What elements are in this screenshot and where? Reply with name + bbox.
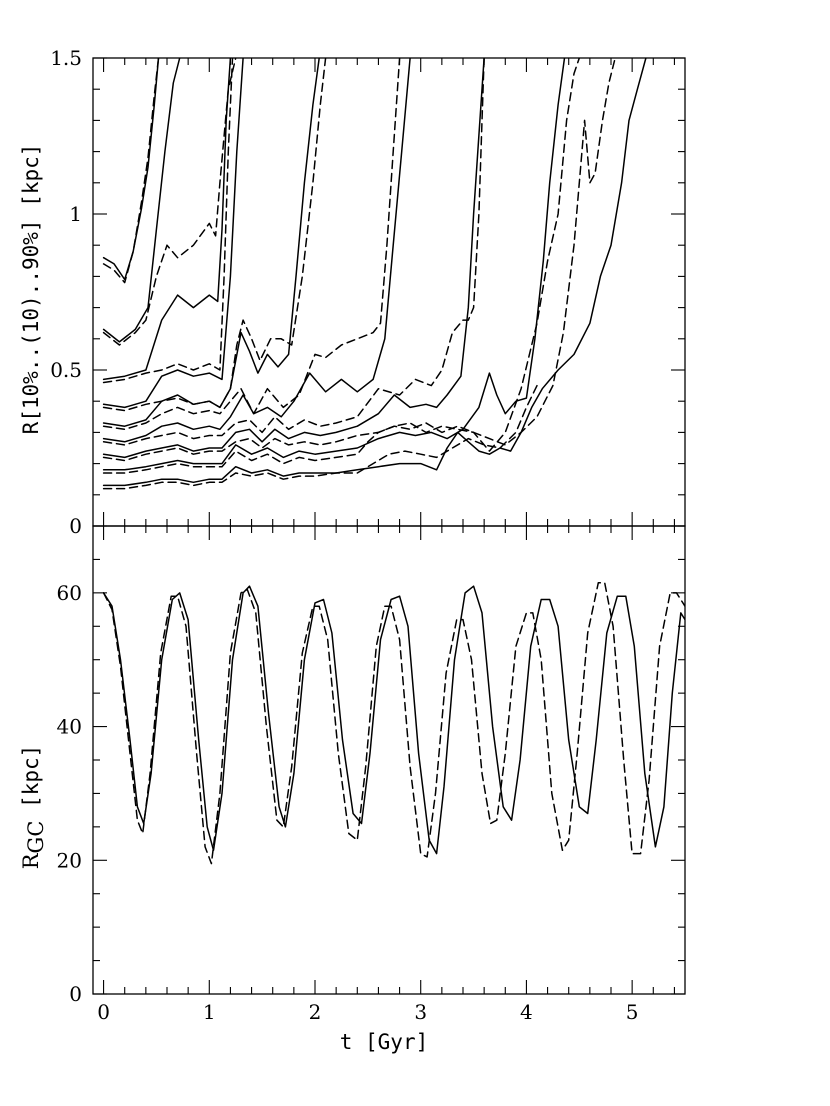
series-group-bottom — [102, 582, 685, 865]
y-tick-label-top: 1 — [69, 202, 82, 226]
solid-series-line-top — [102, 58, 566, 471]
x-tick-label: 5 — [626, 1000, 639, 1024]
series-group-top — [102, 58, 647, 490]
dashed-series-line-bottom — [102, 582, 685, 865]
solid-series-line-top — [102, 58, 181, 343]
y-tick-label-bottom: 20 — [57, 848, 82, 872]
y-tick-label-bottom: 60 — [57, 581, 82, 605]
x-tick-label: 3 — [414, 1000, 427, 1024]
dashed-series-line-top — [102, 58, 160, 284]
y-ticks-bottom — [93, 525, 685, 995]
solid-series-line-top — [102, 58, 647, 487]
solid-series-line-top — [102, 58, 411, 443]
solid-series-line-top — [102, 58, 485, 459]
dashed-series-line-top — [102, 58, 581, 462]
x-tick-label: 0 — [97, 1000, 110, 1024]
y-tick-label-bottom: 40 — [57, 715, 82, 739]
y-tick-label-bottom: 0 — [69, 982, 82, 1006]
y-tick-label-top: 1.5 — [50, 46, 82, 70]
y-ticks-top — [93, 57, 685, 527]
x-axis-title: t [Gyr] — [340, 1030, 429, 1054]
x-tick-label: 2 — [309, 1000, 322, 1024]
dashed-series-line-top — [102, 58, 485, 446]
dashed-series-line-top — [102, 58, 234, 384]
solid-series-line-top — [102, 58, 160, 281]
y-axis-title-bottom: RGC [kpc] — [19, 745, 48, 870]
dashed-series-line-top — [102, 384, 538, 490]
dashed-series-line-top — [102, 58, 237, 346]
solid-series-line-top — [102, 58, 320, 427]
top-panel: 0 0.5 1 1.5 R[10%..(10)..90%] [kpc] — [19, 46, 686, 538]
dashed-series-line-top — [102, 58, 616, 474]
solid-series-line-bottom — [102, 585, 685, 855]
solid-series-line-top — [102, 58, 244, 409]
dashed-series-line-top — [102, 58, 401, 431]
y-tick-label-top: 0 — [69, 514, 82, 538]
y-tick-label-top: 0.5 — [50, 358, 82, 382]
bottom-panel: 0 20 40 60 0 1 2 3 4 5 RGC [kpc] t [Gyr] — [19, 525, 686, 1054]
solid-series-line-top — [102, 58, 232, 381]
dashed-series-line-top — [102, 58, 327, 412]
x-tick-label: 1 — [203, 1000, 216, 1024]
x-ticks-bottom — [103, 526, 675, 994]
y-axis-title-top: R[10%..(10)..90%] [kpc] — [19, 144, 43, 435]
x-tick-label: 4 — [520, 1000, 533, 1024]
